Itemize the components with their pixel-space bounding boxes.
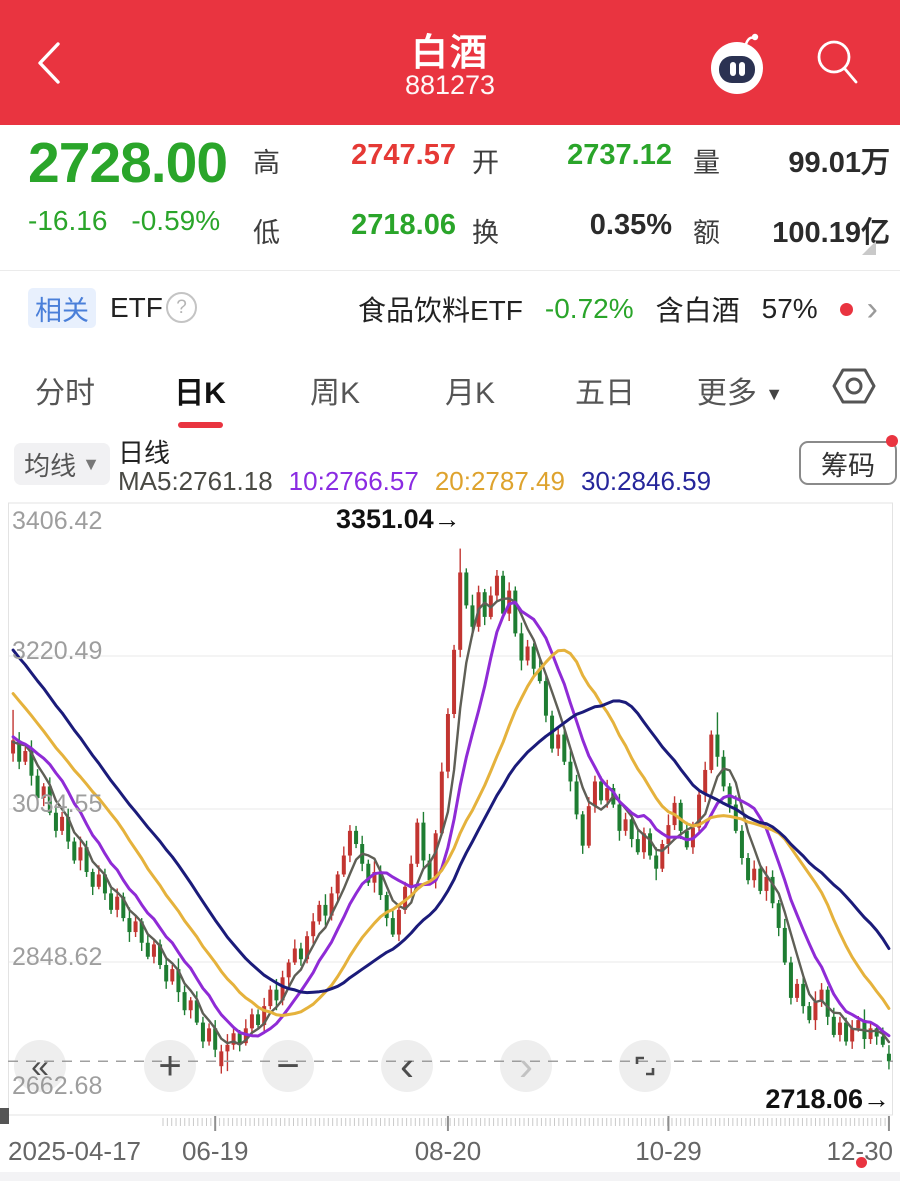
stat-value-volume: 99.01万 <box>788 147 890 179</box>
x-axis-label: 10-29 <box>635 1136 702 1166</box>
ma30-value: 30:2846.59 <box>580 466 712 496</box>
related-badge: 相关 <box>28 288 96 328</box>
divider <box>0 270 900 271</box>
last-price: 2728.00 <box>28 131 228 195</box>
x-axis-label: 06-19 <box>181 1136 249 1166</box>
y-axis-label: 2848.62 <box>12 942 103 971</box>
quote-panel: 2728.00 -16.16 -0.59% 高 2747.57 开 2737.12… <box>0 125 900 270</box>
ma5-value: MA5:2761.18 <box>118 466 273 496</box>
stat-label-turnover: 换 <box>472 218 499 248</box>
y-axis-label: 3406.42 <box>12 507 103 535</box>
etf-holding-pct: 57% <box>761 293 818 324</box>
chips-notification-dot-icon <box>886 435 898 447</box>
tab-five-day[interactable]: 五日 <box>575 377 635 410</box>
chevron-right-icon: › <box>519 1042 533 1089</box>
kline-chart: 3406.42 3220.49 3034.55 2848.62 2662.68 3351… <box>0 498 900 1181</box>
pan-left-button[interactable]: ‹ <box>381 1040 433 1092</box>
ma-period: 日线 <box>118 438 171 468</box>
stat-value-open: 2737.12 <box>567 139 672 171</box>
etf-holding-label: 含白酒 <box>655 295 740 326</box>
ma20-value: 20:2787.49 <box>434 466 565 496</box>
zoom-in-button[interactable]: + <box>144 1040 196 1092</box>
expand-triangle-icon[interactable] <box>862 241 876 255</box>
chips-distribution-button[interactable]: 筹码 <box>799 441 897 485</box>
etf-label: ETF <box>110 292 163 323</box>
bottom-gutter <box>0 1172 900 1181</box>
x-axis-label: 2025-04-17 <box>8 1136 141 1166</box>
caret-down-icon: ▼ <box>765 384 784 404</box>
stat-value-high: 2747.57 <box>351 139 456 171</box>
caret-down-icon: ▼ <box>82 453 100 474</box>
tab-monthly-k[interactable]: 月K <box>444 377 496 410</box>
y-axis-label: 3220.49 <box>12 636 103 665</box>
stat-label-amount: 额 <box>693 218 720 248</box>
etf-fund-name: 食品饮料ETF <box>358 295 523 326</box>
etf-fund-change: -0.72% <box>544 293 634 324</box>
stat-label-low: 低 <box>253 218 280 248</box>
ma-indicator-bar: 均线 ▼ 日线MA5:2761.18 10:2766.57 20:2787.49 30… <box>0 430 900 498</box>
search-button[interactable] <box>808 32 868 92</box>
tab-weekly-k[interactable]: 周K <box>309 377 361 410</box>
period-tab-bar: 分时 日K 周K 月K 五日 更多 ▼ <box>0 346 900 430</box>
tab-daily-k[interactable]: 日K <box>174 377 226 410</box>
fullscreen-icon <box>635 1056 655 1076</box>
period-high-annotation: 3351.04→ <box>336 504 461 534</box>
tab-minute[interactable]: 分时 <box>35 377 95 410</box>
etf-detail[interactable]: 食品饮料ETF -0.72% 含白酒 57% › <box>358 272 878 346</box>
day-low-annotation: 2718.06→ <box>765 1084 890 1114</box>
ma-dropdown[interactable]: 均线 ▼ <box>14 443 110 485</box>
chart-settings-button[interactable] <box>830 362 878 410</box>
stat-value-low: 2718.06 <box>351 209 456 241</box>
back-button[interactable] <box>30 36 74 90</box>
robot-icon <box>711 33 763 94</box>
help-icon[interactable]: ? <box>166 292 197 323</box>
price-change: -16.16 <box>28 205 108 236</box>
pan-right-button[interactable]: › <box>500 1040 552 1092</box>
price-change-pct: -0.59% <box>131 205 221 236</box>
x-axis-label: 08-20 <box>414 1136 482 1166</box>
assistant-robot-button[interactable] <box>706 30 768 96</box>
ma-values: 日线MA5:2761.18 10:2766.57 20:2787.49 30:2846… <box>118 438 711 496</box>
stat-label-open: 开 <box>472 148 499 178</box>
gear-icon <box>832 368 876 404</box>
search-icon <box>817 40 858 84</box>
page-title: 白酒 <box>411 32 489 73</box>
fullscreen-button[interactable] <box>619 1040 671 1092</box>
active-tab-underline <box>178 422 223 428</box>
minus-icon: − <box>276 1044 300 1088</box>
ma10-value: 10:2766.57 <box>288 466 419 496</box>
zoom-out-button[interactable]: − <box>262 1040 314 1092</box>
candlestick-canvas[interactable] <box>0 498 900 1181</box>
double-chevron-left-icon: « <box>31 1048 49 1084</box>
y-axis-label: 2662.68 <box>12 1072 103 1100</box>
y-axis-label: 3034.55 <box>12 790 103 818</box>
plus-icon: + <box>158 1044 182 1088</box>
chevron-right-icon: › <box>866 290 878 328</box>
back-chevron-icon <box>38 42 60 84</box>
price-change-row: -16.16 -0.59% <box>28 205 244 237</box>
chevron-left-icon: ‹ <box>400 1042 414 1089</box>
stat-label-high: 高 <box>253 148 280 178</box>
date-notification-dot-icon <box>856 1157 867 1168</box>
stock-code: 881273 <box>404 70 496 100</box>
scroll-left-button[interactable]: « <box>14 1040 66 1092</box>
app-header: 白酒 881273 <box>0 0 900 125</box>
notification-dot-icon <box>839 302 853 316</box>
stat-label-volume: 量 <box>693 148 720 178</box>
tab-more[interactable]: 更多 ▼ <box>696 377 784 410</box>
related-etf-row[interactable]: 相关 ETF ? 食品饮料ETF -0.72% 含白酒 57% › <box>0 272 900 346</box>
stat-value-turnover: 0.35% <box>589 209 672 241</box>
